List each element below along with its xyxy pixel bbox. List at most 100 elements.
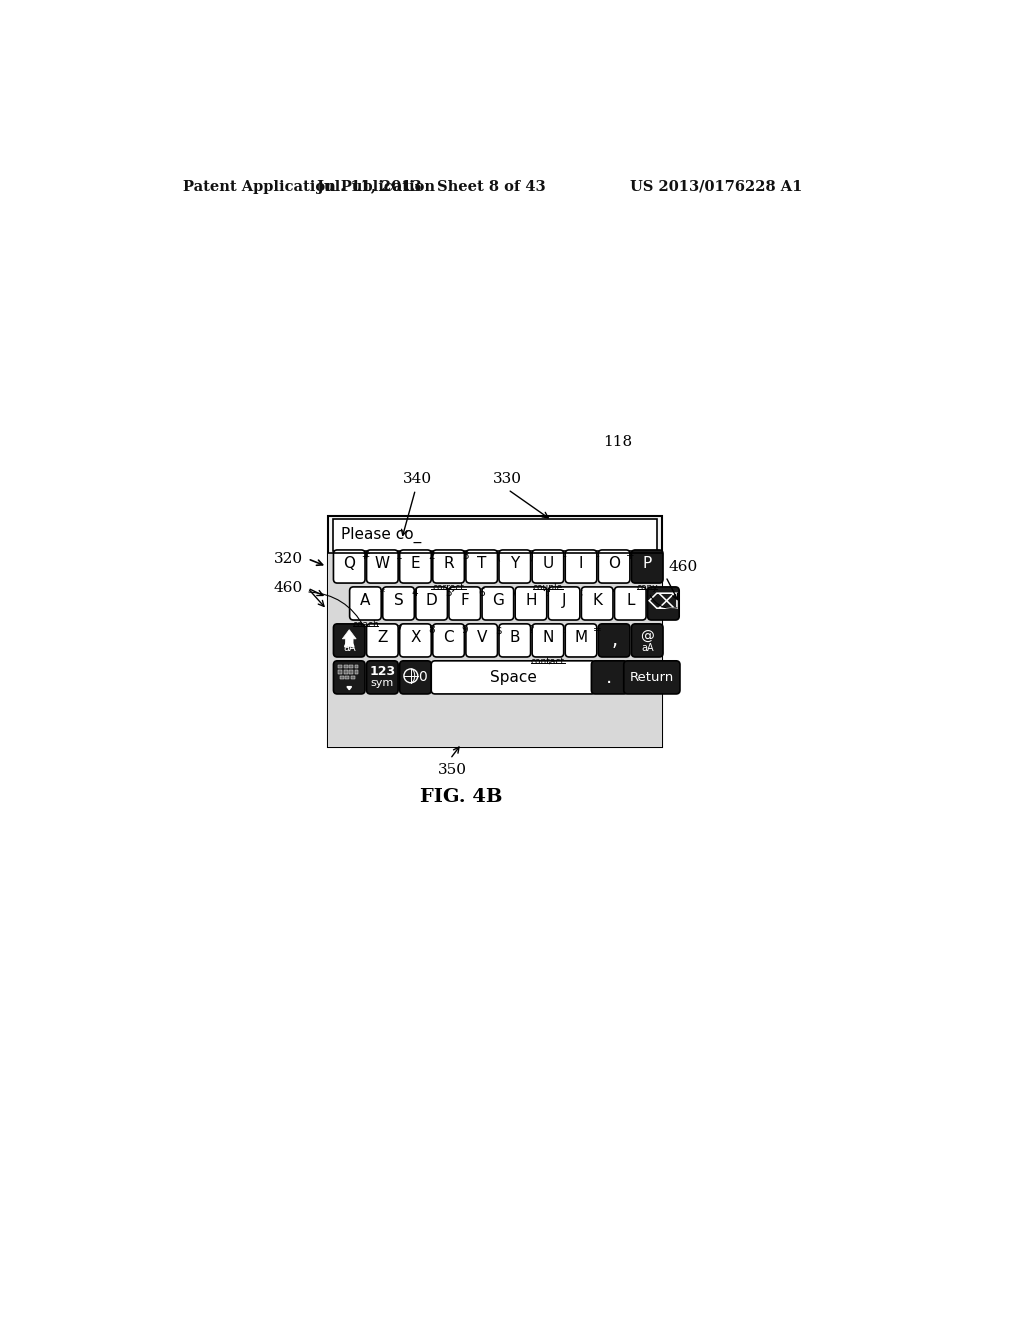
Bar bbox=[344, 665, 348, 668]
Text: B: B bbox=[510, 630, 520, 645]
Text: G: G bbox=[492, 593, 504, 609]
Text: ⌫: ⌫ bbox=[647, 594, 679, 614]
Text: +: + bbox=[627, 552, 635, 561]
Bar bbox=[354, 671, 358, 673]
Text: M: M bbox=[574, 630, 588, 645]
Text: R: R bbox=[443, 556, 454, 572]
FancyBboxPatch shape bbox=[647, 587, 679, 620]
Text: #: # bbox=[361, 552, 370, 561]
Text: E: E bbox=[411, 556, 420, 572]
Text: ): ) bbox=[529, 552, 534, 561]
Text: D: D bbox=[426, 593, 437, 609]
Text: ?: ? bbox=[528, 626, 535, 635]
Bar bbox=[349, 665, 353, 668]
FancyBboxPatch shape bbox=[416, 587, 447, 620]
Text: L: L bbox=[626, 593, 635, 609]
Text: =: = bbox=[593, 626, 602, 635]
Text: aA: aA bbox=[641, 643, 653, 653]
Text: *: * bbox=[380, 589, 385, 598]
Text: sym: sym bbox=[371, 677, 394, 688]
Text: ,: , bbox=[611, 631, 617, 649]
FancyBboxPatch shape bbox=[532, 624, 563, 657]
Bar bbox=[339, 665, 342, 668]
FancyBboxPatch shape bbox=[582, 587, 613, 620]
FancyBboxPatch shape bbox=[482, 587, 514, 620]
Text: 3: 3 bbox=[462, 552, 468, 561]
Text: correct: correct bbox=[432, 583, 465, 593]
Bar bbox=[329, 516, 662, 747]
Text: ': ' bbox=[612, 589, 615, 598]
Text: 1: 1 bbox=[395, 552, 402, 561]
Text: 5: 5 bbox=[444, 589, 452, 598]
Text: couple: couple bbox=[532, 583, 563, 593]
Text: 4: 4 bbox=[412, 589, 419, 598]
Text: Patent Application Publication: Patent Application Publication bbox=[183, 180, 435, 194]
Text: 2: 2 bbox=[429, 552, 435, 561]
FancyBboxPatch shape bbox=[515, 587, 547, 620]
Text: Y: Y bbox=[510, 556, 519, 572]
FancyBboxPatch shape bbox=[334, 550, 365, 583]
Text: /: / bbox=[513, 589, 516, 598]
Text: $: $ bbox=[495, 626, 502, 635]
Text: 460: 460 bbox=[273, 581, 303, 595]
Bar bbox=[340, 676, 344, 678]
FancyBboxPatch shape bbox=[383, 587, 415, 620]
Text: Z: Z bbox=[377, 630, 387, 645]
Text: 118: 118 bbox=[603, 434, 633, 449]
Bar bbox=[339, 671, 342, 673]
Text: 9: 9 bbox=[462, 626, 468, 635]
FancyBboxPatch shape bbox=[367, 624, 398, 657]
FancyBboxPatch shape bbox=[431, 661, 595, 694]
Text: 330: 330 bbox=[494, 471, 522, 486]
FancyBboxPatch shape bbox=[433, 550, 464, 583]
Text: contact: contact bbox=[530, 657, 565, 667]
Text: ;: ; bbox=[579, 589, 583, 598]
FancyBboxPatch shape bbox=[632, 550, 663, 583]
Text: F: F bbox=[461, 593, 469, 609]
Bar bbox=[354, 665, 358, 668]
FancyBboxPatch shape bbox=[433, 624, 464, 657]
FancyBboxPatch shape bbox=[399, 550, 431, 583]
FancyBboxPatch shape bbox=[334, 661, 365, 694]
FancyBboxPatch shape bbox=[499, 550, 530, 583]
FancyBboxPatch shape bbox=[499, 624, 530, 657]
FancyBboxPatch shape bbox=[614, 587, 646, 620]
Text: T: T bbox=[477, 556, 486, 572]
Text: 0: 0 bbox=[418, 671, 427, 684]
Text: :: : bbox=[546, 589, 549, 598]
Text: 123: 123 bbox=[370, 665, 395, 678]
Bar bbox=[333, 519, 657, 552]
Polygon shape bbox=[347, 686, 351, 689]
Text: I: I bbox=[579, 556, 584, 572]
FancyBboxPatch shape bbox=[532, 550, 563, 583]
Text: 7: 7 bbox=[395, 626, 402, 635]
Text: C: C bbox=[443, 630, 454, 645]
FancyBboxPatch shape bbox=[548, 587, 580, 620]
Text: K: K bbox=[592, 593, 602, 609]
FancyBboxPatch shape bbox=[565, 624, 597, 657]
Text: coach: coach bbox=[352, 620, 379, 630]
FancyBboxPatch shape bbox=[399, 661, 431, 694]
FancyBboxPatch shape bbox=[399, 624, 431, 657]
Text: FIG. 4B: FIG. 4B bbox=[421, 788, 503, 807]
Text: Q: Q bbox=[343, 556, 355, 572]
Text: S: S bbox=[393, 593, 403, 609]
Text: 340: 340 bbox=[402, 471, 431, 486]
FancyBboxPatch shape bbox=[598, 624, 630, 657]
Text: 6: 6 bbox=[478, 589, 484, 598]
Text: 320: 320 bbox=[273, 552, 303, 566]
Text: Return: Return bbox=[630, 671, 674, 684]
Text: @: @ bbox=[640, 630, 654, 644]
Text: Space: Space bbox=[489, 669, 537, 685]
FancyBboxPatch shape bbox=[367, 550, 398, 583]
Text: !: ! bbox=[562, 626, 566, 635]
Bar bbox=[345, 676, 349, 678]
Text: -: - bbox=[596, 552, 599, 561]
FancyBboxPatch shape bbox=[624, 661, 680, 694]
FancyBboxPatch shape bbox=[565, 550, 597, 583]
Text: -: - bbox=[562, 552, 566, 561]
FancyBboxPatch shape bbox=[349, 587, 381, 620]
Text: 460: 460 bbox=[668, 560, 697, 574]
Bar bbox=[349, 671, 353, 673]
Text: 8: 8 bbox=[429, 626, 435, 635]
